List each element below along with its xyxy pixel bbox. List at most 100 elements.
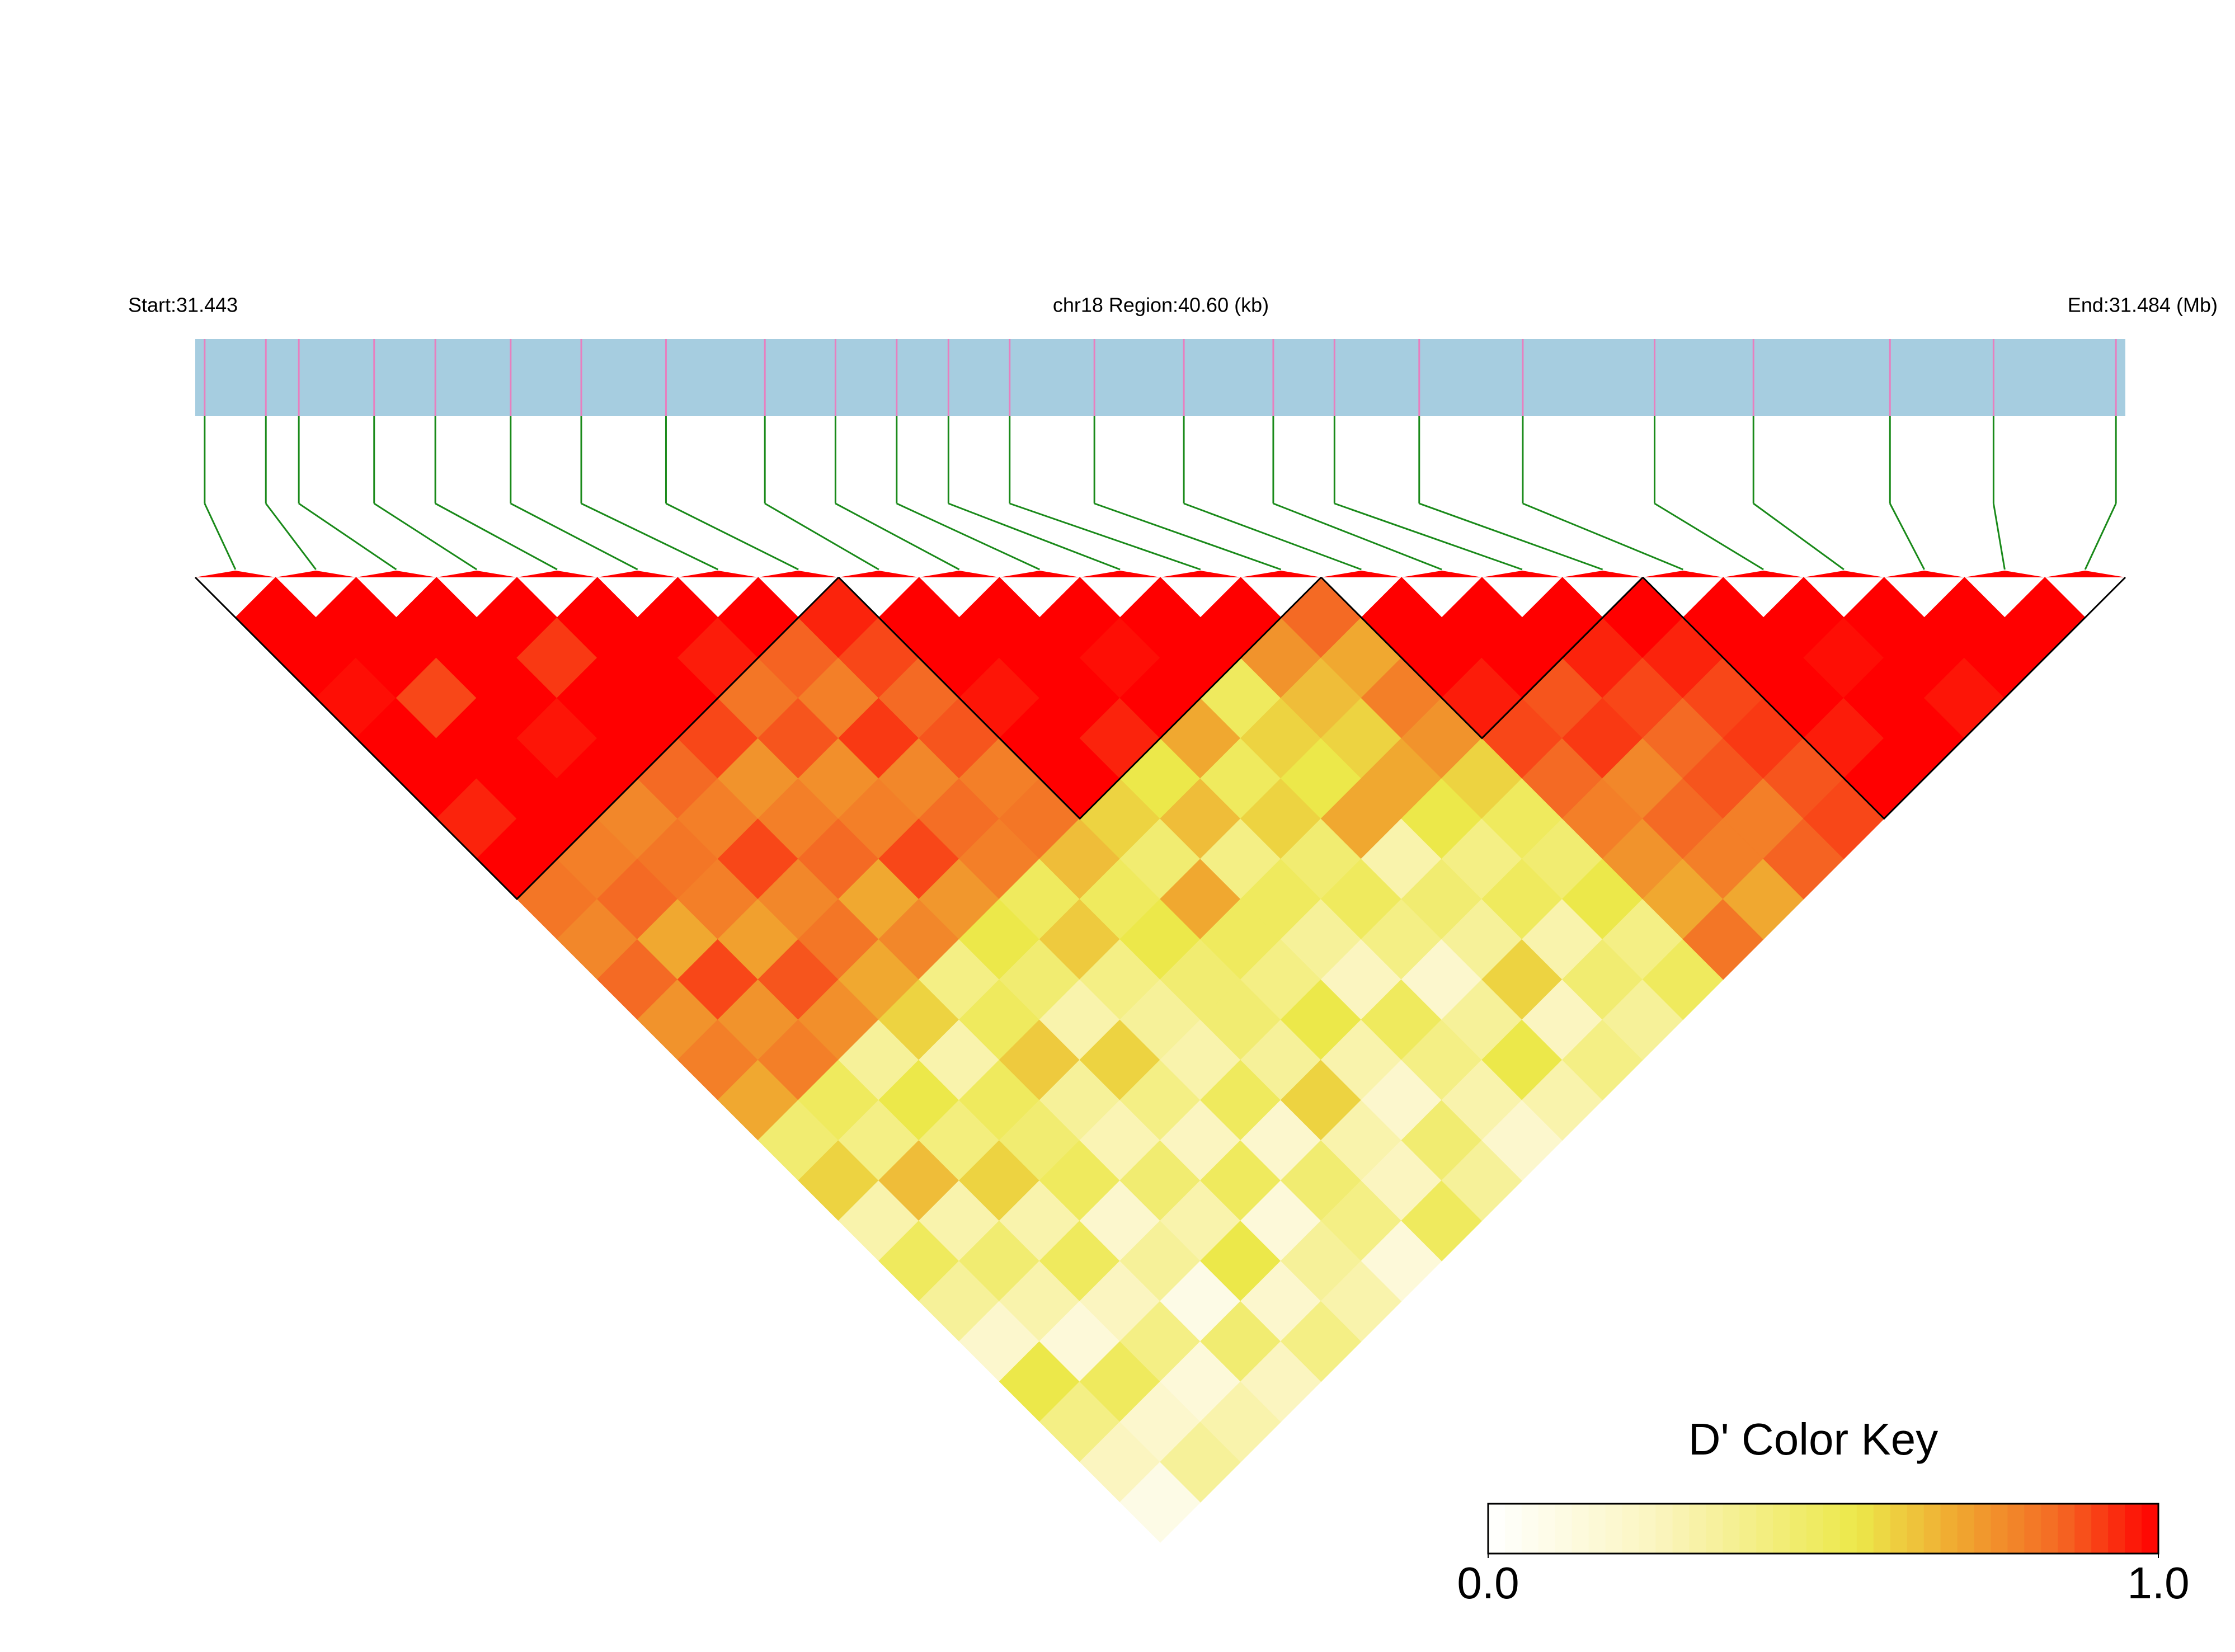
- snp-cap: [1321, 571, 1402, 577]
- snp-cap: [2045, 571, 2125, 577]
- color-key-swatch: [1923, 1504, 1941, 1554]
- snp-connector: [373, 502, 477, 571]
- ld-block-outline: [194, 576, 840, 901]
- snp-cap: [919, 571, 1000, 577]
- snp-cap: [517, 571, 597, 577]
- snp-cap: [1401, 571, 1482, 577]
- color-key-swatch: [1756, 1504, 1774, 1554]
- snp-cap: [1240, 571, 1321, 577]
- snp-connector: [2084, 503, 2117, 570]
- color-key-swatch: [1806, 1504, 1824, 1554]
- snp-connector: [204, 503, 237, 570]
- snp-connector: [298, 502, 397, 571]
- color-key-swatch: [1504, 1504, 1522, 1554]
- snp-connector: [1273, 502, 1442, 571]
- snp-connector: [1419, 502, 1603, 571]
- color-key-swatch: [1739, 1504, 1757, 1554]
- snp-connector: [835, 502, 960, 571]
- snp-cap: [1643, 571, 1724, 577]
- color-key-swatch: [1723, 1504, 1740, 1554]
- color-key-swatch: [2024, 1504, 2042, 1554]
- color-key-swatch: [2091, 1504, 2109, 1554]
- color-key-swatch: [1991, 1504, 2008, 1554]
- snp-cap: [1160, 571, 1241, 577]
- color-key-swatch: [2007, 1504, 2025, 1554]
- ld-block-outline: [1320, 576, 1644, 740]
- end-label: End:31.484 (Mb): [2068, 294, 2218, 317]
- snp-connector: [435, 502, 558, 571]
- snp-cap: [1964, 571, 2045, 577]
- color-key-swatch: [1605, 1504, 1623, 1554]
- snp-connector: [764, 502, 879, 571]
- snp-connector: [1522, 502, 1683, 571]
- snp-connector: [581, 502, 719, 571]
- snp-connector: [1753, 502, 1845, 571]
- color-key-swatch: [1856, 1504, 1874, 1554]
- color-key-swatch: [1940, 1504, 1958, 1554]
- color-key-swatch: [1655, 1504, 1673, 1554]
- snp-cap: [597, 571, 678, 577]
- snp-cap: [839, 571, 919, 577]
- color-key-swatch: [1823, 1504, 1841, 1554]
- color-key-title: D' Color Key: [1688, 1414, 1938, 1464]
- snp-cap: [436, 571, 517, 577]
- color-key-swatch: [1890, 1504, 1908, 1554]
- ld-block-outline: [1642, 576, 2126, 820]
- snp-cap: [356, 571, 437, 577]
- snp-connector: [1992, 503, 2006, 570]
- color-key-swatch: [1521, 1504, 1539, 1554]
- region-label: chr18 Region:40.60 (kb): [1053, 294, 1269, 317]
- snp-connector: [1654, 502, 1764, 571]
- color-key-swatch: [2108, 1504, 2126, 1554]
- color-key-swatch: [1706, 1504, 1724, 1554]
- color-key-tick-label: 1.0: [2127, 1558, 2189, 1608]
- snp-cap: [999, 571, 1080, 577]
- start-label: Start:31.443: [128, 294, 238, 317]
- snp-cap: [1884, 571, 1965, 577]
- snp-cap: [195, 571, 276, 577]
- snp-connector: [265, 503, 317, 570]
- color-key-swatch: [1639, 1504, 1657, 1554]
- color-key-swatch: [1773, 1504, 1791, 1554]
- color-key-swatch: [1689, 1504, 1707, 1554]
- color-key-swatch: [2125, 1504, 2143, 1554]
- snp-connector: [1334, 502, 1523, 571]
- color-key-swatch: [1790, 1504, 1808, 1554]
- color-key-swatch: [1488, 1504, 1505, 1554]
- color-key-swatch: [2041, 1504, 2059, 1554]
- snp-connector: [948, 502, 1121, 571]
- color-key-swatch: [1622, 1504, 1640, 1554]
- snp-cap: [1482, 571, 1563, 577]
- color-key-swatch: [1957, 1504, 1975, 1554]
- color-key-swatch: [1672, 1504, 1690, 1554]
- color-key-swatch: [1839, 1504, 1857, 1554]
- snp-cap: [1080, 571, 1160, 577]
- snp-connector: [665, 502, 799, 571]
- snp-connector: [1094, 502, 1282, 571]
- color-key-swatch: [1555, 1504, 1573, 1554]
- snp-connector: [1889, 503, 1925, 570]
- snp-cap: [758, 571, 839, 577]
- color-key-swatch: [1588, 1504, 1606, 1554]
- color-key-swatch: [2058, 1504, 2076, 1554]
- snp-cap: [1562, 571, 1643, 577]
- snp-cap: [1804, 571, 1884, 577]
- color-key-tick-label: 0.0: [1457, 1558, 1519, 1608]
- color-key-swatch: [2142, 1504, 2159, 1554]
- color-key-swatch: [1571, 1504, 1589, 1554]
- color-key-swatch: [1538, 1504, 1556, 1554]
- snp-cap: [677, 571, 759, 577]
- snp-cap: [1723, 571, 1804, 577]
- color-key-swatch: [1974, 1504, 1992, 1554]
- snp-connector: [510, 502, 638, 571]
- snp-cap: [275, 571, 356, 577]
- position-bar: [195, 339, 2125, 416]
- color-key-swatch: [1907, 1504, 1925, 1554]
- color-key-swatch: [1873, 1504, 1891, 1554]
- ld-block-outline: [837, 576, 1322, 820]
- snp-connector: [896, 502, 1041, 571]
- snp-connector: [1009, 502, 1201, 571]
- snp-connector: [1183, 502, 1362, 571]
